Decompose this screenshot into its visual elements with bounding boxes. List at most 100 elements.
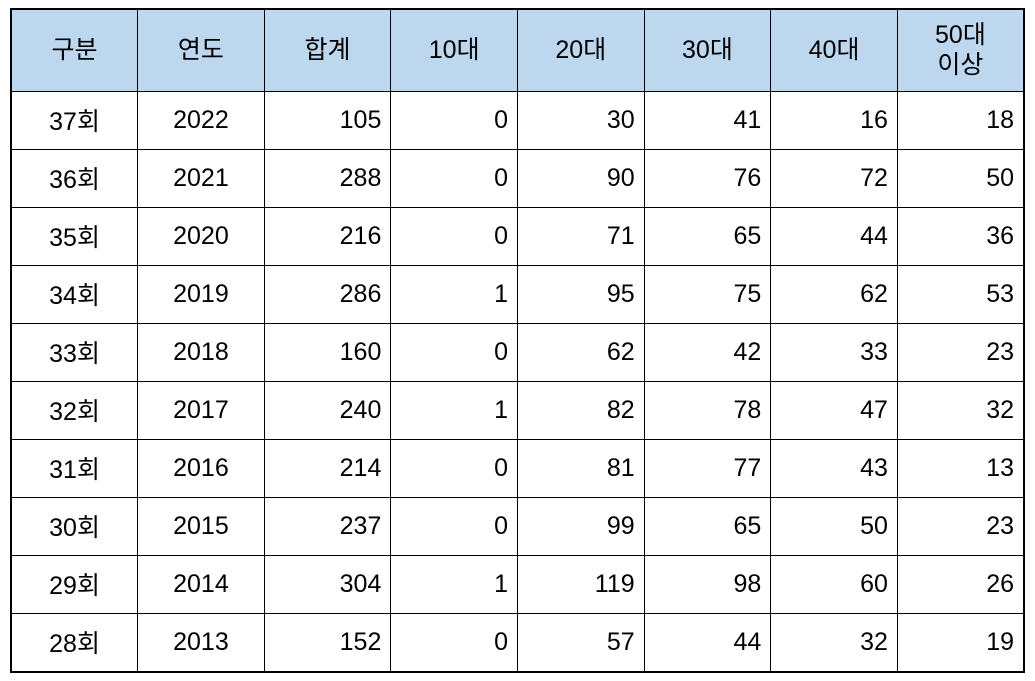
cell-age-30s: 75	[643, 264, 772, 324]
cell-total: 160	[263, 322, 392, 382]
cell-age-30s: 65	[643, 496, 772, 556]
cell-age-50s-plus: 36	[896, 206, 1025, 266]
cell-age-20s: 82	[517, 380, 645, 440]
table-row: 31회 2016 214 0 81 77 43 13	[10, 438, 1025, 498]
column-header-age-30s: 30대	[643, 8, 772, 92]
cell-category: 31회	[10, 438, 139, 498]
cell-category: 33회	[10, 322, 139, 382]
cell-age-10s: 1	[390, 264, 518, 324]
column-header-age-10s: 10대	[390, 8, 518, 92]
column-header-category: 구분	[10, 8, 139, 92]
cell-age-40s: 32	[770, 612, 898, 672]
cell-category: 34회	[10, 264, 139, 324]
table-row: 30회 2015 237 0 99 65 50 23	[10, 496, 1025, 556]
cell-age-10s: 1	[390, 380, 518, 440]
column-header-year: 연도	[137, 8, 265, 92]
cell-age-40s: 16	[770, 90, 898, 150]
cell-total: 214	[263, 438, 392, 498]
cell-total: 240	[263, 380, 392, 440]
cell-age-30s: 42	[643, 322, 772, 382]
cell-total: 237	[263, 496, 392, 556]
cell-age-40s: 60	[770, 554, 898, 614]
cell-year: 2018	[137, 322, 265, 382]
cell-age-10s: 0	[390, 322, 518, 382]
cell-age-10s: 1	[390, 554, 518, 614]
cell-age-40s: 72	[770, 148, 898, 208]
age-distribution-table: 구분 연도 합계 10대 20대 30대 40대 50대 이상 37회 2022 1…	[10, 8, 1025, 673]
cell-age-20s: 119	[517, 554, 645, 614]
table-row: 35회 2020 216 0 71 65 44 36	[10, 206, 1025, 266]
cell-year: 2017	[137, 380, 265, 440]
cell-age-50s-plus: 18	[896, 90, 1025, 150]
cell-total: 304	[263, 554, 392, 614]
cell-category: 30회	[10, 496, 139, 556]
cell-age-20s: 62	[517, 322, 645, 382]
cell-age-30s: 77	[643, 438, 772, 498]
column-header-age-50s-plus: 50대 이상	[896, 8, 1025, 92]
header-row: 구분 연도 합계 10대 20대 30대 40대 50대 이상	[10, 8, 1025, 92]
cell-category: 37회	[10, 90, 139, 150]
cell-age-50s-plus: 23	[896, 496, 1025, 556]
table-body: 37회 2022 105 0 30 41 16 18 36회 2021 288 0 90 76 72 50 35…	[10, 90, 1025, 672]
cell-year: 2015	[137, 496, 265, 556]
cell-age-40s: 44	[770, 206, 898, 266]
cell-age-10s: 0	[390, 612, 518, 672]
cell-age-30s: 78	[643, 380, 772, 440]
cell-age-30s: 44	[643, 612, 772, 672]
column-header-total: 합계	[263, 8, 392, 92]
table-header: 구분 연도 합계 10대 20대 30대 40대 50대 이상	[10, 8, 1025, 92]
cell-year: 2022	[137, 90, 265, 150]
cell-age-20s: 90	[517, 148, 645, 208]
cell-total: 152	[263, 612, 392, 672]
cell-category: 32회	[10, 380, 139, 440]
cell-age-20s: 81	[517, 438, 645, 498]
cell-age-40s: 50	[770, 496, 898, 556]
cell-total: 105	[263, 90, 392, 150]
cell-age-30s: 98	[643, 554, 772, 614]
cell-year: 2020	[137, 206, 265, 266]
cell-total: 288	[263, 148, 392, 208]
cell-age-10s: 0	[390, 496, 518, 556]
cell-age-20s: 99	[517, 496, 645, 556]
cell-total: 286	[263, 264, 392, 324]
table-row: 33회 2018 160 0 62 42 33 23	[10, 322, 1025, 382]
cell-age-10s: 0	[390, 148, 518, 208]
cell-category: 36회	[10, 148, 139, 208]
cell-age-40s: 43	[770, 438, 898, 498]
cell-age-10s: 0	[390, 206, 518, 266]
column-header-age-40s: 40대	[770, 8, 898, 92]
table-row: 34회 2019 286 1 95 75 62 53	[10, 264, 1025, 324]
table-row: 36회 2021 288 0 90 76 72 50	[10, 148, 1025, 208]
cell-age-50s-plus: 23	[896, 322, 1025, 382]
cell-age-50s-plus: 19	[896, 612, 1025, 672]
cell-age-50s-plus: 53	[896, 264, 1025, 324]
cell-total: 216	[263, 206, 392, 266]
cell-age-10s: 0	[390, 90, 518, 150]
cell-year: 2013	[137, 612, 265, 672]
cell-age-20s: 30	[517, 90, 645, 150]
table-row: 37회 2022 105 0 30 41 16 18	[10, 90, 1025, 150]
cell-age-40s: 62	[770, 264, 898, 324]
table-row: 29회 2014 304 1 119 98 60 26	[10, 554, 1025, 614]
table-row: 28회 2013 152 0 57 44 32 19	[10, 612, 1025, 672]
cell-age-20s: 95	[517, 264, 645, 324]
cell-age-50s-plus: 13	[896, 438, 1025, 498]
cell-category: 28회	[10, 612, 139, 672]
cell-age-50s-plus: 50	[896, 148, 1025, 208]
cell-year: 2021	[137, 148, 265, 208]
cell-age-20s: 57	[517, 612, 645, 672]
cell-age-40s: 33	[770, 322, 898, 382]
cell-year: 2016	[137, 438, 265, 498]
cell-category: 35회	[10, 206, 139, 266]
cell-age-10s: 0	[390, 438, 518, 498]
cell-age-50s-plus: 26	[896, 554, 1025, 614]
cell-category: 29회	[10, 554, 139, 614]
cell-age-50s-plus: 32	[896, 380, 1025, 440]
cell-age-20s: 71	[517, 206, 645, 266]
cell-age-30s: 76	[643, 148, 772, 208]
cell-year: 2019	[137, 264, 265, 324]
column-header-age-20s: 20대	[517, 8, 645, 92]
cell-year: 2014	[137, 554, 265, 614]
table-row: 32회 2017 240 1 82 78 47 32	[10, 380, 1025, 440]
cell-age-40s: 47	[770, 380, 898, 440]
